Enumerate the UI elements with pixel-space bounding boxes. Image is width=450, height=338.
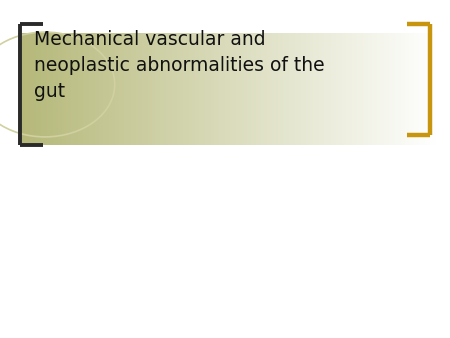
Text: Mechanical vascular and
neoplastic abnormalities of the
gut: Mechanical vascular and neoplastic abnor…	[34, 30, 324, 101]
